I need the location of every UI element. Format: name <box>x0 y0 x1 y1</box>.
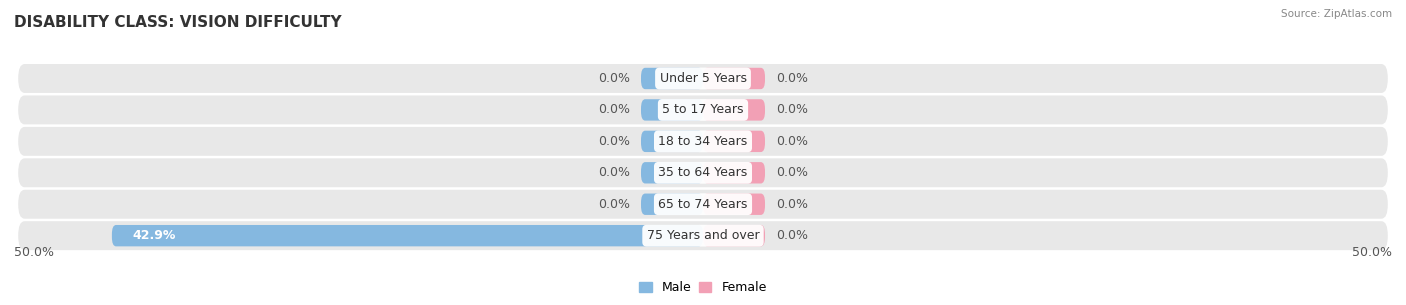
FancyBboxPatch shape <box>18 64 1388 93</box>
FancyBboxPatch shape <box>641 194 703 215</box>
FancyBboxPatch shape <box>18 190 1388 219</box>
Text: Source: ZipAtlas.com: Source: ZipAtlas.com <box>1281 9 1392 19</box>
Text: 18 to 34 Years: 18 to 34 Years <box>658 135 748 148</box>
Text: 5 to 17 Years: 5 to 17 Years <box>662 103 744 117</box>
Text: 50.0%: 50.0% <box>1353 246 1392 259</box>
Text: 0.0%: 0.0% <box>598 166 630 179</box>
Text: 0.0%: 0.0% <box>776 166 808 179</box>
Text: 0.0%: 0.0% <box>598 198 630 211</box>
Text: 75 Years and over: 75 Years and over <box>647 229 759 242</box>
Text: 0.0%: 0.0% <box>598 103 630 117</box>
Text: 0.0%: 0.0% <box>776 135 808 148</box>
Text: 42.9%: 42.9% <box>132 229 176 242</box>
FancyBboxPatch shape <box>18 127 1388 156</box>
Text: Under 5 Years: Under 5 Years <box>659 72 747 85</box>
Text: 0.0%: 0.0% <box>776 103 808 117</box>
Text: 50.0%: 50.0% <box>14 246 53 259</box>
FancyBboxPatch shape <box>703 99 765 120</box>
Text: DISABILITY CLASS: VISION DIFFICULTY: DISABILITY CLASS: VISION DIFFICULTY <box>14 15 342 30</box>
FancyBboxPatch shape <box>18 95 1388 124</box>
FancyBboxPatch shape <box>641 131 703 152</box>
FancyBboxPatch shape <box>18 158 1388 187</box>
FancyBboxPatch shape <box>641 162 703 184</box>
Text: 0.0%: 0.0% <box>776 72 808 85</box>
FancyBboxPatch shape <box>703 68 765 89</box>
Legend: Male, Female: Male, Female <box>636 278 770 298</box>
Text: 0.0%: 0.0% <box>776 229 808 242</box>
Text: 35 to 64 Years: 35 to 64 Years <box>658 166 748 179</box>
FancyBboxPatch shape <box>703 194 765 215</box>
Text: 0.0%: 0.0% <box>776 198 808 211</box>
FancyBboxPatch shape <box>112 225 703 246</box>
Text: 65 to 74 Years: 65 to 74 Years <box>658 198 748 211</box>
FancyBboxPatch shape <box>703 225 765 246</box>
FancyBboxPatch shape <box>703 131 765 152</box>
FancyBboxPatch shape <box>703 162 765 184</box>
Text: 0.0%: 0.0% <box>598 72 630 85</box>
Text: 0.0%: 0.0% <box>598 135 630 148</box>
FancyBboxPatch shape <box>641 68 703 89</box>
FancyBboxPatch shape <box>18 221 1388 250</box>
FancyBboxPatch shape <box>641 99 703 120</box>
